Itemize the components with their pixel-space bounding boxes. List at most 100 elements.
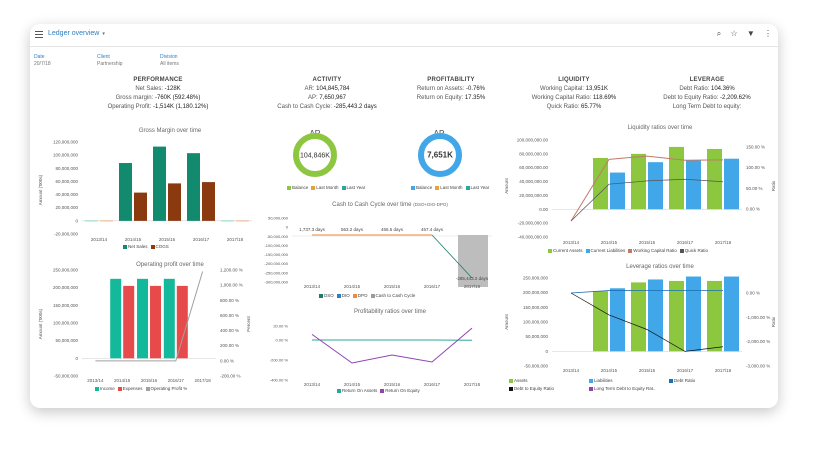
filter-date[interactable]: Date 20/7/18: [34, 54, 51, 67]
x-tick-label: 2015/16: [639, 368, 656, 373]
y-tick-label: -400.00 %: [270, 378, 289, 383]
kpi-row: Long Term Debt to equity:: [642, 103, 772, 112]
chart-title-gross: Gross Margin over time: [138, 128, 202, 134]
kpi-label: Debt Ratio:: [679, 86, 710, 92]
kpi-value: -1,514K (1,180.12%): [152, 104, 209, 110]
legend-label: Debt Ratio: [674, 378, 696, 383]
y2-tick-label: -1,000.00 %: [746, 315, 770, 320]
legend-label: Assets: [514, 378, 528, 383]
kpi-row: Return on Equity: 17.35%: [396, 94, 506, 103]
y-tick-label: -20,000,000: [54, 232, 79, 237]
legend-label: Working Capital Ratio: [633, 248, 677, 253]
x-tick-label: 2017/18: [715, 240, 732, 245]
data-label: -285,443.2 days: [456, 276, 489, 281]
y-tick-label: 60,000,000.00: [519, 165, 548, 170]
legend-label: Liabilities: [594, 378, 613, 383]
kpi-liquidity: LIQUIDITY Working Capital: 13,951K Worki…: [514, 76, 634, 112]
filter-label: Client: [97, 54, 110, 60]
y-tick-label: -200.00 %: [270, 358, 289, 363]
more-icon[interactable]: ⋮: [764, 29, 772, 38]
bar: [110, 278, 122, 359]
bar: [610, 172, 625, 210]
y-tick-label: -200,000,000: [264, 261, 288, 266]
legend-label: DIO: [341, 293, 350, 298]
kpi-value: -2,209.62%: [720, 95, 751, 101]
data-label: 1,737.3 days: [299, 227, 326, 232]
kpi-value: -0.76%: [466, 86, 486, 92]
bar: [100, 220, 113, 222]
kpi-value: -128K: [164, 86, 181, 92]
filter-client[interactable]: Client Partnership: [97, 54, 123, 67]
menu-icon[interactable]: [35, 31, 43, 38]
kpi-value: 7,650,967: [319, 95, 347, 101]
y-tick-label: 250,000,000: [53, 268, 79, 273]
legend-label: Net Sales: [128, 244, 148, 249]
y-tick-label: 0.00 %: [276, 338, 289, 343]
legend-label: Balance: [416, 185, 433, 190]
bar: [163, 278, 175, 359]
series-line: [570, 290, 723, 294]
bar: [153, 146, 166, 221]
y-tick-label: 150,000,000: [53, 303, 79, 308]
y-tick-label: -20,000,000.00: [518, 221, 549, 226]
legend-label: DSO: [324, 293, 334, 298]
x-tick-label: 2013/14: [91, 237, 108, 242]
x-tick-label: 2013/14: [563, 240, 580, 245]
legend-label: Return On Equity: [385, 388, 420, 393]
y2-tick-label: 800.00 %: [220, 298, 239, 303]
x-tick-label: 2015/16: [159, 237, 176, 242]
bar: [648, 279, 663, 352]
legend-ar: Balance Last Month Last Year: [284, 185, 365, 190]
data-label: 466.5 days: [381, 227, 404, 232]
y2-tick-label: 1,200.00 %: [220, 268, 243, 273]
kpi-row: Debt to Equity Ratio: -2,209.62%: [642, 94, 772, 103]
legend-label: Balance: [292, 185, 309, 190]
kpi-value: -760K (592.48%): [154, 95, 201, 101]
search-icon[interactable]: ⌕: [716, 29, 722, 38]
chart-title-liq: Liquidity ratios over time: [627, 125, 693, 131]
series-line: [311, 327, 473, 364]
kpi-value: -285,443.2 days: [333, 104, 377, 110]
bar: [119, 163, 132, 221]
kpi-row: AP: 7,650,967: [262, 94, 392, 103]
y2-tick-label: 200.00 %: [220, 343, 239, 348]
y-tick-label: 100,000,000: [523, 320, 549, 325]
y-tick-label: -50,000,000: [54, 374, 79, 379]
filter-value: All items: [160, 61, 179, 67]
chart-title-opprofit: Operating profit over time: [136, 262, 204, 268]
kpi-value: 65.77%: [581, 104, 602, 110]
dashboard-title-dropdown[interactable]: Ledger overview ▾: [48, 30, 105, 37]
x-tick-label: 2016/17: [424, 382, 441, 387]
filter-division[interactable]: Division All items: [160, 54, 179, 67]
y-tick-label: 50,000,000: [525, 334, 548, 339]
axis-label: Ratio: [771, 316, 776, 327]
series-line: [570, 178, 724, 222]
kpi-label: Working Capital:: [540, 86, 584, 92]
donut-ring: [418, 133, 462, 177]
donut-center-value: 104,846K: [300, 153, 330, 160]
y2-tick-label: 150.00 %: [746, 145, 765, 150]
chart-title-lev: Leverage ratios over time: [626, 264, 694, 270]
filter-value: 20/7/18: [34, 61, 51, 67]
x-tick-label: 2017/18: [194, 378, 211, 383]
top-bar: Ledger overview ▾ ⌕ ☆ ▼ ⋮: [30, 24, 778, 47]
y-tick-label: 20,000,000: [55, 205, 78, 210]
kpi-performance: PERFORMANCE Net Sales: -128K Gross margi…: [98, 76, 218, 112]
bar: [686, 160, 701, 210]
legend-liq: Current Assets Current Liabilities Working…: [545, 248, 708, 253]
bar: [236, 220, 249, 222]
legend-label: Last Month: [440, 185, 463, 190]
kpi-label: Operating Profit:: [107, 104, 152, 110]
y2-tick-label: 1,000.00 %: [220, 283, 243, 288]
legend-label: Current Assets: [553, 248, 583, 253]
star-icon[interactable]: ☆: [730, 29, 738, 38]
legend-label: Last Year: [346, 185, 366, 190]
bar: [669, 146, 684, 210]
axis-label: Amount ('000s): [38, 174, 43, 205]
x-tick-label: 2013/14: [563, 368, 580, 373]
filter-icon[interactable]: ▼: [746, 29, 755, 38]
bar: [724, 158, 739, 210]
bar: [202, 182, 215, 221]
bar: [85, 220, 98, 222]
x-tick-label: 2015/16: [384, 284, 401, 289]
